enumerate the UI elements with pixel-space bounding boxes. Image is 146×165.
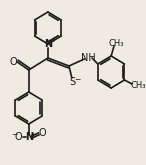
Text: N: N: [25, 132, 33, 142]
Text: NH: NH: [81, 53, 95, 63]
Text: CH₃: CH₃: [108, 38, 124, 48]
Text: +: +: [30, 132, 35, 136]
Text: O: O: [10, 57, 17, 67]
Text: N: N: [44, 39, 52, 49]
Text: O: O: [38, 128, 46, 138]
Text: S: S: [70, 77, 76, 87]
Text: +: +: [50, 37, 56, 44]
Text: CH₃: CH₃: [130, 82, 146, 90]
Text: −: −: [74, 76, 81, 84]
Text: O: O: [14, 132, 22, 142]
Text: −: −: [11, 131, 18, 139]
